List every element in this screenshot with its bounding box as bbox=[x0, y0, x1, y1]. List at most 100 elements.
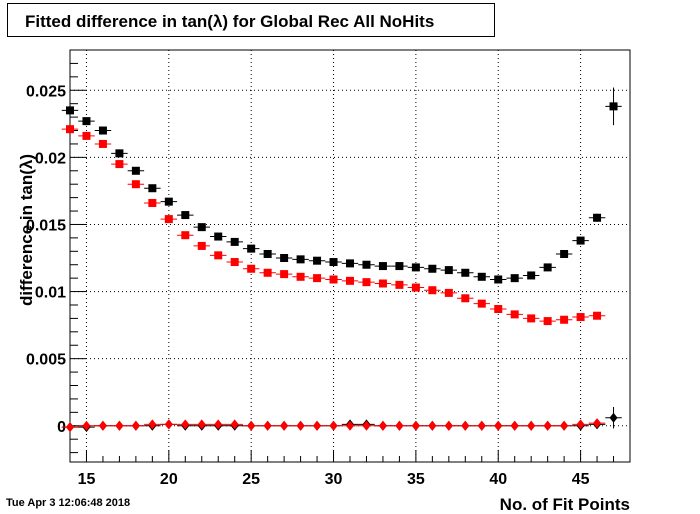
data-point-diamond bbox=[148, 419, 157, 430]
data-point-square bbox=[444, 266, 453, 275]
data-point-square bbox=[543, 317, 552, 326]
y-tick-label: 0.02 bbox=[35, 150, 66, 167]
data-point-diamond bbox=[164, 419, 173, 430]
data-point-square bbox=[560, 249, 569, 258]
data-point-square bbox=[115, 149, 124, 158]
data-point-square bbox=[181, 211, 190, 220]
data-point-diamond bbox=[131, 420, 140, 431]
data-point-square bbox=[395, 280, 404, 289]
data-point-diamond bbox=[378, 420, 387, 431]
data-point-diamond bbox=[230, 419, 239, 430]
data-point-square bbox=[263, 268, 272, 277]
data-point-square bbox=[428, 286, 437, 295]
plot-frame bbox=[69, 49, 631, 463]
data-point-diamond bbox=[247, 420, 256, 431]
data-point-diamond bbox=[576, 419, 585, 430]
axis-ticks: 15 20 25 30 35 40 45 0 0.005 0.01 0.015 0.02 0.025 bbox=[26, 49, 631, 488]
data-point-diamond bbox=[609, 412, 618, 423]
chart-title-box: Fitted difference in tan(λ) for Global R… bbox=[7, 3, 495, 37]
data-point-diamond bbox=[98, 420, 107, 431]
y-tick-label: 0.01 bbox=[35, 285, 66, 302]
x-axis-label: No. of Fit Points bbox=[500, 495, 630, 514]
data-point-diamond bbox=[444, 420, 453, 431]
x-tick-label: 30 bbox=[325, 471, 343, 488]
data-point-square bbox=[164, 215, 173, 224]
y-tick-label: 0 bbox=[57, 419, 66, 436]
data-point-square bbox=[181, 231, 190, 240]
data-point-square bbox=[230, 237, 239, 246]
data-point-diamond bbox=[296, 420, 305, 431]
data-point-square bbox=[313, 256, 322, 265]
data-point-square bbox=[280, 270, 289, 279]
data-point-square bbox=[313, 274, 322, 283]
data-point-diamond bbox=[115, 420, 124, 431]
data-point-diamond bbox=[428, 420, 437, 431]
data-point-square bbox=[263, 249, 272, 258]
x-tick-label: 40 bbox=[489, 471, 507, 488]
data-point-diamond bbox=[197, 419, 206, 430]
data-point-square bbox=[329, 275, 338, 284]
x-tick-label: 45 bbox=[572, 471, 590, 488]
y-axis-label: difference in tan(λ) bbox=[17, 154, 36, 306]
data-point-diamond bbox=[280, 420, 289, 431]
data-point-square bbox=[461, 294, 470, 303]
data-point-square bbox=[560, 315, 569, 324]
data-point-square bbox=[296, 272, 305, 281]
data-point-square bbox=[576, 313, 585, 322]
data-point-diamond bbox=[214, 419, 223, 430]
data-series bbox=[61, 87, 622, 433]
data-point-square bbox=[164, 197, 173, 206]
data-point-square bbox=[214, 251, 223, 260]
data-point-diamond bbox=[313, 420, 322, 431]
data-point-diamond bbox=[346, 420, 354, 431]
data-point-square bbox=[296, 255, 305, 264]
data-point-diamond bbox=[593, 418, 602, 429]
data-point-diamond bbox=[395, 420, 404, 431]
data-point-square bbox=[280, 254, 289, 263]
data-point-square bbox=[444, 288, 453, 297]
data-point-diamond bbox=[263, 420, 272, 431]
data-point-square bbox=[543, 263, 552, 272]
data-point-diamond bbox=[411, 420, 420, 431]
data-point-square bbox=[362, 278, 371, 287]
data-point-square bbox=[477, 272, 486, 281]
data-point-diamond bbox=[82, 420, 91, 431]
data-point-square bbox=[131, 180, 140, 189]
data-point-square bbox=[197, 223, 206, 232]
data-point-square bbox=[115, 160, 124, 169]
timestamp: Tue Apr 3 12:06:48 2018 bbox=[6, 497, 131, 509]
data-point-diamond bbox=[181, 419, 190, 430]
data-point-square bbox=[346, 276, 354, 285]
data-point-diamond bbox=[527, 420, 536, 431]
data-point-square bbox=[98, 126, 107, 135]
data-point-square bbox=[510, 310, 519, 319]
data-point-square bbox=[230, 258, 239, 267]
x-tick-label: 20 bbox=[160, 471, 178, 488]
data-point-diamond bbox=[66, 422, 74, 433]
data-point-square bbox=[494, 275, 503, 284]
data-point-square bbox=[98, 139, 107, 148]
data-point-square bbox=[428, 264, 437, 273]
y-tick-label: 0.015 bbox=[26, 217, 66, 234]
data-point-square bbox=[576, 236, 585, 245]
data-point-square bbox=[148, 198, 157, 207]
chart-title: Fitted difference in tan(λ) for Global R… bbox=[25, 12, 435, 31]
data-point-square bbox=[609, 102, 618, 111]
data-point-square bbox=[329, 258, 338, 267]
data-point-square bbox=[411, 263, 420, 272]
data-point-square bbox=[593, 213, 602, 222]
data-point-diamond bbox=[543, 420, 552, 431]
data-point-square bbox=[148, 184, 157, 193]
data-point-square bbox=[461, 268, 470, 277]
data-point-square bbox=[82, 117, 91, 126]
data-point-square bbox=[378, 262, 387, 271]
data-point-square bbox=[247, 264, 256, 273]
data-point-diamond bbox=[329, 420, 338, 431]
data-point-diamond bbox=[477, 420, 486, 431]
data-point-square bbox=[362, 260, 371, 269]
data-point-square bbox=[477, 299, 486, 308]
data-point-diamond bbox=[362, 420, 371, 431]
data-point-square bbox=[214, 232, 223, 241]
data-point-square bbox=[395, 262, 404, 271]
